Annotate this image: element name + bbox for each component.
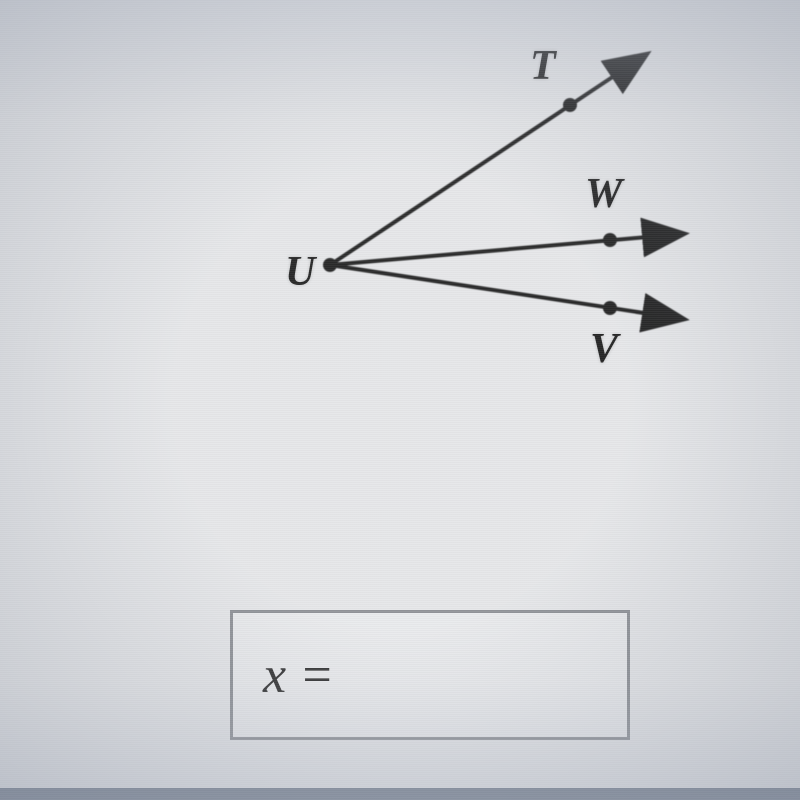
point-T — [563, 98, 577, 112]
bottom-border — [0, 788, 800, 800]
rays-svg — [100, 30, 700, 450]
ray-diagram: U T W V — [100, 30, 700, 450]
point-W — [603, 233, 617, 247]
point-V — [603, 301, 617, 315]
ray-UW — [330, 235, 670, 265]
label-T: T — [530, 42, 556, 90]
label-V: V — [590, 325, 618, 373]
ray-UT — [330, 62, 635, 265]
ray-UV — [330, 265, 670, 317]
label-U: U — [285, 248, 315, 296]
answer-input-box[interactable]: x = — [230, 610, 630, 740]
point-U — [323, 258, 337, 272]
label-W: W — [585, 170, 622, 218]
answer-prompt: x = — [263, 646, 334, 705]
